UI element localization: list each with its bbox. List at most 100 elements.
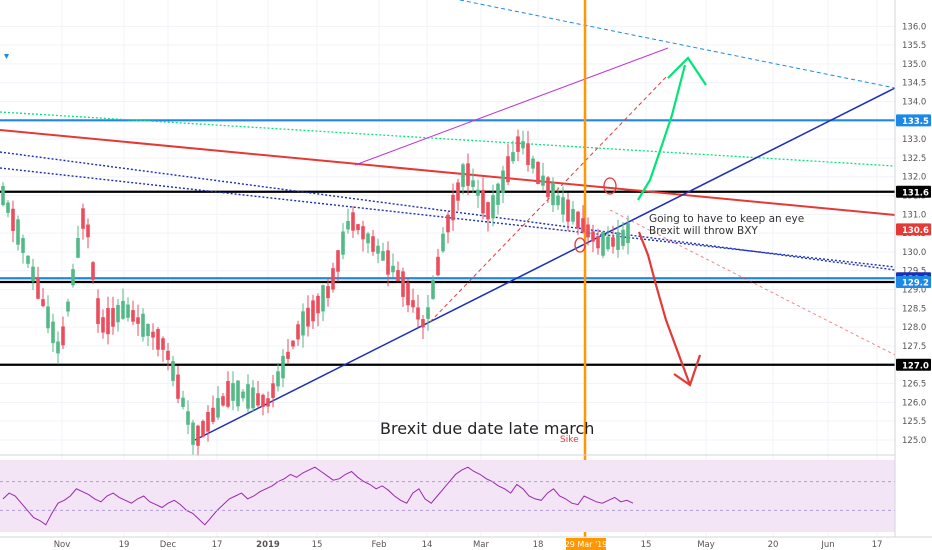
sike-label: Sike [560, 435, 579, 445]
price-badge [896, 276, 931, 289]
candle-body [366, 233, 370, 244]
candle-body [621, 229, 625, 246]
magenta-channel-line [354, 47, 669, 166]
candle-body [461, 164, 465, 187]
candle-body [291, 340, 295, 347]
candle-body [571, 208, 575, 222]
candle-body [121, 300, 125, 319]
time-tick-label: 20 [768, 540, 779, 550]
candle-body [41, 299, 45, 307]
candle-body [401, 271, 405, 297]
annotations: Going to have to keep an eye Brexit will… [380, 213, 804, 445]
candle-body [311, 300, 315, 322]
price-tick-label: 131.0 [902, 210, 926, 220]
price-tick-label: 127.5 [902, 342, 926, 352]
price-tick-label: 126.0 [902, 398, 926, 408]
blue-dashed-line [459, 0, 896, 89]
candle-body [106, 308, 110, 335]
price-tick-label: 128.0 [902, 323, 926, 333]
price-tick-label: 126.5 [902, 380, 926, 390]
price-tick-label: 125.0 [902, 436, 926, 446]
candle-body [1, 185, 5, 206]
price-badge-label: 131.6 [902, 188, 929, 198]
price-tick-label: 125.5 [902, 417, 926, 427]
candle-body [66, 301, 70, 312]
candle-body [231, 383, 235, 401]
candle-body [481, 190, 485, 214]
trend-lines [0, 0, 896, 537]
candle-body [261, 394, 265, 407]
candle-body [186, 411, 190, 425]
time-tick-label: Dec [160, 540, 177, 550]
candle-body [436, 256, 440, 276]
candle-body [541, 175, 545, 186]
candle-body [416, 307, 420, 320]
time-tick-label: 14 [422, 540, 433, 550]
candle-body [626, 223, 630, 244]
candle-body [96, 298, 100, 324]
candle-body [456, 182, 460, 201]
candle-body [581, 218, 585, 233]
candle-body [601, 231, 605, 256]
price-badge [896, 223, 931, 236]
red-dashed-down [609, 209, 896, 356]
candle-body [301, 311, 305, 336]
candle-body [466, 163, 470, 186]
candle-body [196, 425, 200, 446]
note-line-1: Going to have to keep an eye [649, 213, 804, 225]
candle-body [336, 250, 340, 272]
candle-body [11, 208, 15, 231]
candle-body [526, 143, 530, 165]
candle-body [361, 226, 365, 240]
candle-body [111, 308, 115, 327]
time-tick-label: Feb [371, 540, 386, 550]
price-badge [896, 114, 931, 127]
time-axis-bg [0, 537, 932, 550]
red-arrow [637, 231, 702, 387]
price-axis-bg [895, 0, 932, 537]
candle-body [101, 317, 105, 333]
ascending-support-line [194, 87, 896, 441]
candle-body [371, 236, 375, 252]
candle-body [506, 156, 510, 183]
candle-body [486, 202, 490, 220]
candle-body [431, 280, 435, 299]
candle-body [576, 211, 580, 229]
candle-body [226, 381, 230, 407]
candle-body [521, 141, 525, 149]
price-tick-label: 135.0 [902, 60, 926, 70]
brexit-label: Brexit due date late march [380, 419, 594, 438]
time-tick-label: 19 [119, 540, 130, 550]
rsi-pane: 60.000040.0000 [0, 454, 932, 532]
candle-body [381, 251, 385, 261]
price-badge-label: 130.6 [902, 226, 929, 236]
time-tick-label: 15 [312, 540, 323, 550]
candle-body [171, 361, 175, 381]
candle-body [71, 269, 75, 286]
candle-body [116, 304, 120, 323]
candle-body [166, 350, 170, 360]
price-badge [896, 358, 931, 371]
candle-body [511, 152, 515, 162]
candle-body [546, 177, 550, 198]
candle-body [616, 232, 620, 250]
candle-body [151, 331, 155, 338]
candle-body [451, 194, 455, 221]
candle-body [446, 214, 450, 233]
candle-body [391, 265, 395, 273]
green-dotted-line [0, 111, 896, 167]
candle-body [36, 277, 40, 299]
navy-dotted-line [0, 151, 896, 271]
candle-body [611, 237, 615, 247]
candle-body [91, 262, 95, 280]
candle-body [146, 323, 150, 336]
candle-body [351, 212, 355, 231]
candle-body [471, 180, 475, 187]
note-line-2: Brexit will throw BXY [649, 225, 758, 237]
date-marker-badge [566, 538, 606, 550]
candle-body [566, 199, 570, 222]
price-tick-label: 129.0 [902, 286, 926, 296]
candle-body [6, 202, 10, 213]
candle-body [491, 195, 495, 219]
